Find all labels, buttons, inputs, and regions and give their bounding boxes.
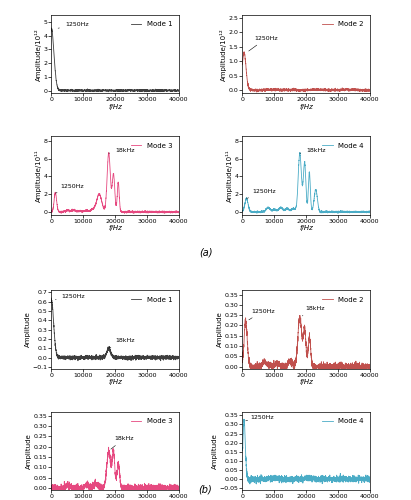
X-axis label: f/Hz: f/Hz: [299, 379, 313, 385]
Text: 18kHz: 18kHz: [300, 148, 326, 153]
Text: 1250Hz: 1250Hz: [55, 294, 85, 300]
Text: 1250Hz: 1250Hz: [246, 414, 274, 421]
Legend: Mode 3: Mode 3: [128, 140, 175, 151]
X-axis label: f/Hz: f/Hz: [108, 379, 122, 385]
Text: 1250Hz: 1250Hz: [249, 308, 275, 320]
Y-axis label: Amplitude/10¹¹: Amplitude/10¹¹: [226, 149, 233, 202]
Y-axis label: Amplitude: Amplitude: [25, 312, 31, 348]
Text: (b): (b): [199, 485, 212, 495]
Legend: Mode 1: Mode 1: [128, 18, 175, 30]
X-axis label: f/Hz: f/Hz: [299, 225, 313, 231]
Legend: Mode 4: Mode 4: [319, 415, 367, 427]
Legend: Mode 1: Mode 1: [128, 294, 175, 306]
Text: 18kHz: 18kHz: [109, 148, 134, 153]
Legend: Mode 2: Mode 2: [319, 294, 367, 306]
Text: 1250Hz: 1250Hz: [249, 36, 278, 51]
Text: (a): (a): [199, 248, 212, 258]
X-axis label: f/Hz: f/Hz: [108, 225, 122, 231]
Text: 18kHz: 18kHz: [111, 436, 134, 449]
Text: 18kHz: 18kHz: [109, 338, 134, 348]
Legend: Mode 4: Mode 4: [319, 140, 367, 151]
Text: 1250Hz: 1250Hz: [58, 22, 88, 28]
Y-axis label: Amplitude/10¹²: Amplitude/10¹²: [35, 28, 42, 80]
Text: 1250Hz: 1250Hz: [55, 184, 84, 193]
Legend: Mode 2: Mode 2: [319, 18, 367, 30]
Legend: Mode 3: Mode 3: [128, 415, 175, 427]
Text: 1250Hz: 1250Hz: [247, 189, 277, 198]
X-axis label: f/Hz: f/Hz: [108, 104, 122, 110]
Y-axis label: Amplitude/10¹¹: Amplitude/10¹¹: [35, 149, 42, 202]
Y-axis label: Amplitude: Amplitude: [217, 312, 223, 348]
Y-axis label: Amplitude: Amplitude: [26, 433, 32, 468]
Y-axis label: Amplitude: Amplitude: [212, 433, 218, 468]
Text: 18kHz: 18kHz: [302, 306, 325, 316]
X-axis label: f/Hz: f/Hz: [299, 104, 313, 110]
Y-axis label: Amplitude/10¹²: Amplitude/10¹²: [220, 28, 227, 80]
